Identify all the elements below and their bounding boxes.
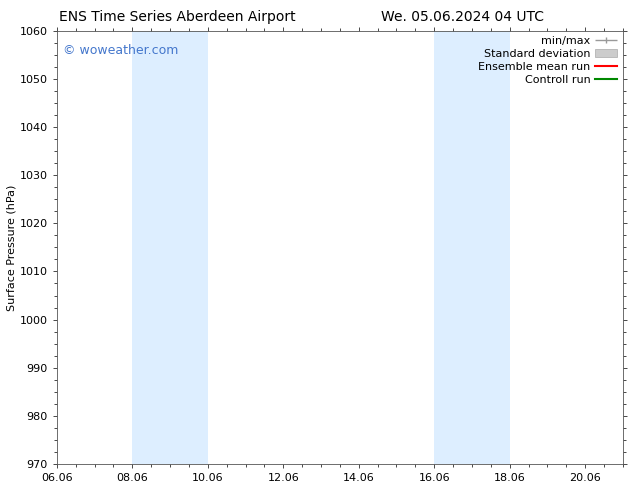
Text: ENS Time Series Aberdeen Airport: ENS Time Series Aberdeen Airport [59,10,296,24]
Text: We. 05.06.2024 04 UTC: We. 05.06.2024 04 UTC [381,10,545,24]
Bar [434,31,510,464]
Legend: min/max, Standard deviation, Ensemble mean run, Controll run: min/max, Standard deviation, Ensemble me… [476,34,619,87]
Y-axis label: Surface Pressure (hPa): Surface Pressure (hPa) [7,184,17,311]
Text: © woweather.com: © woweather.com [63,44,178,57]
Bar [133,31,208,464]
